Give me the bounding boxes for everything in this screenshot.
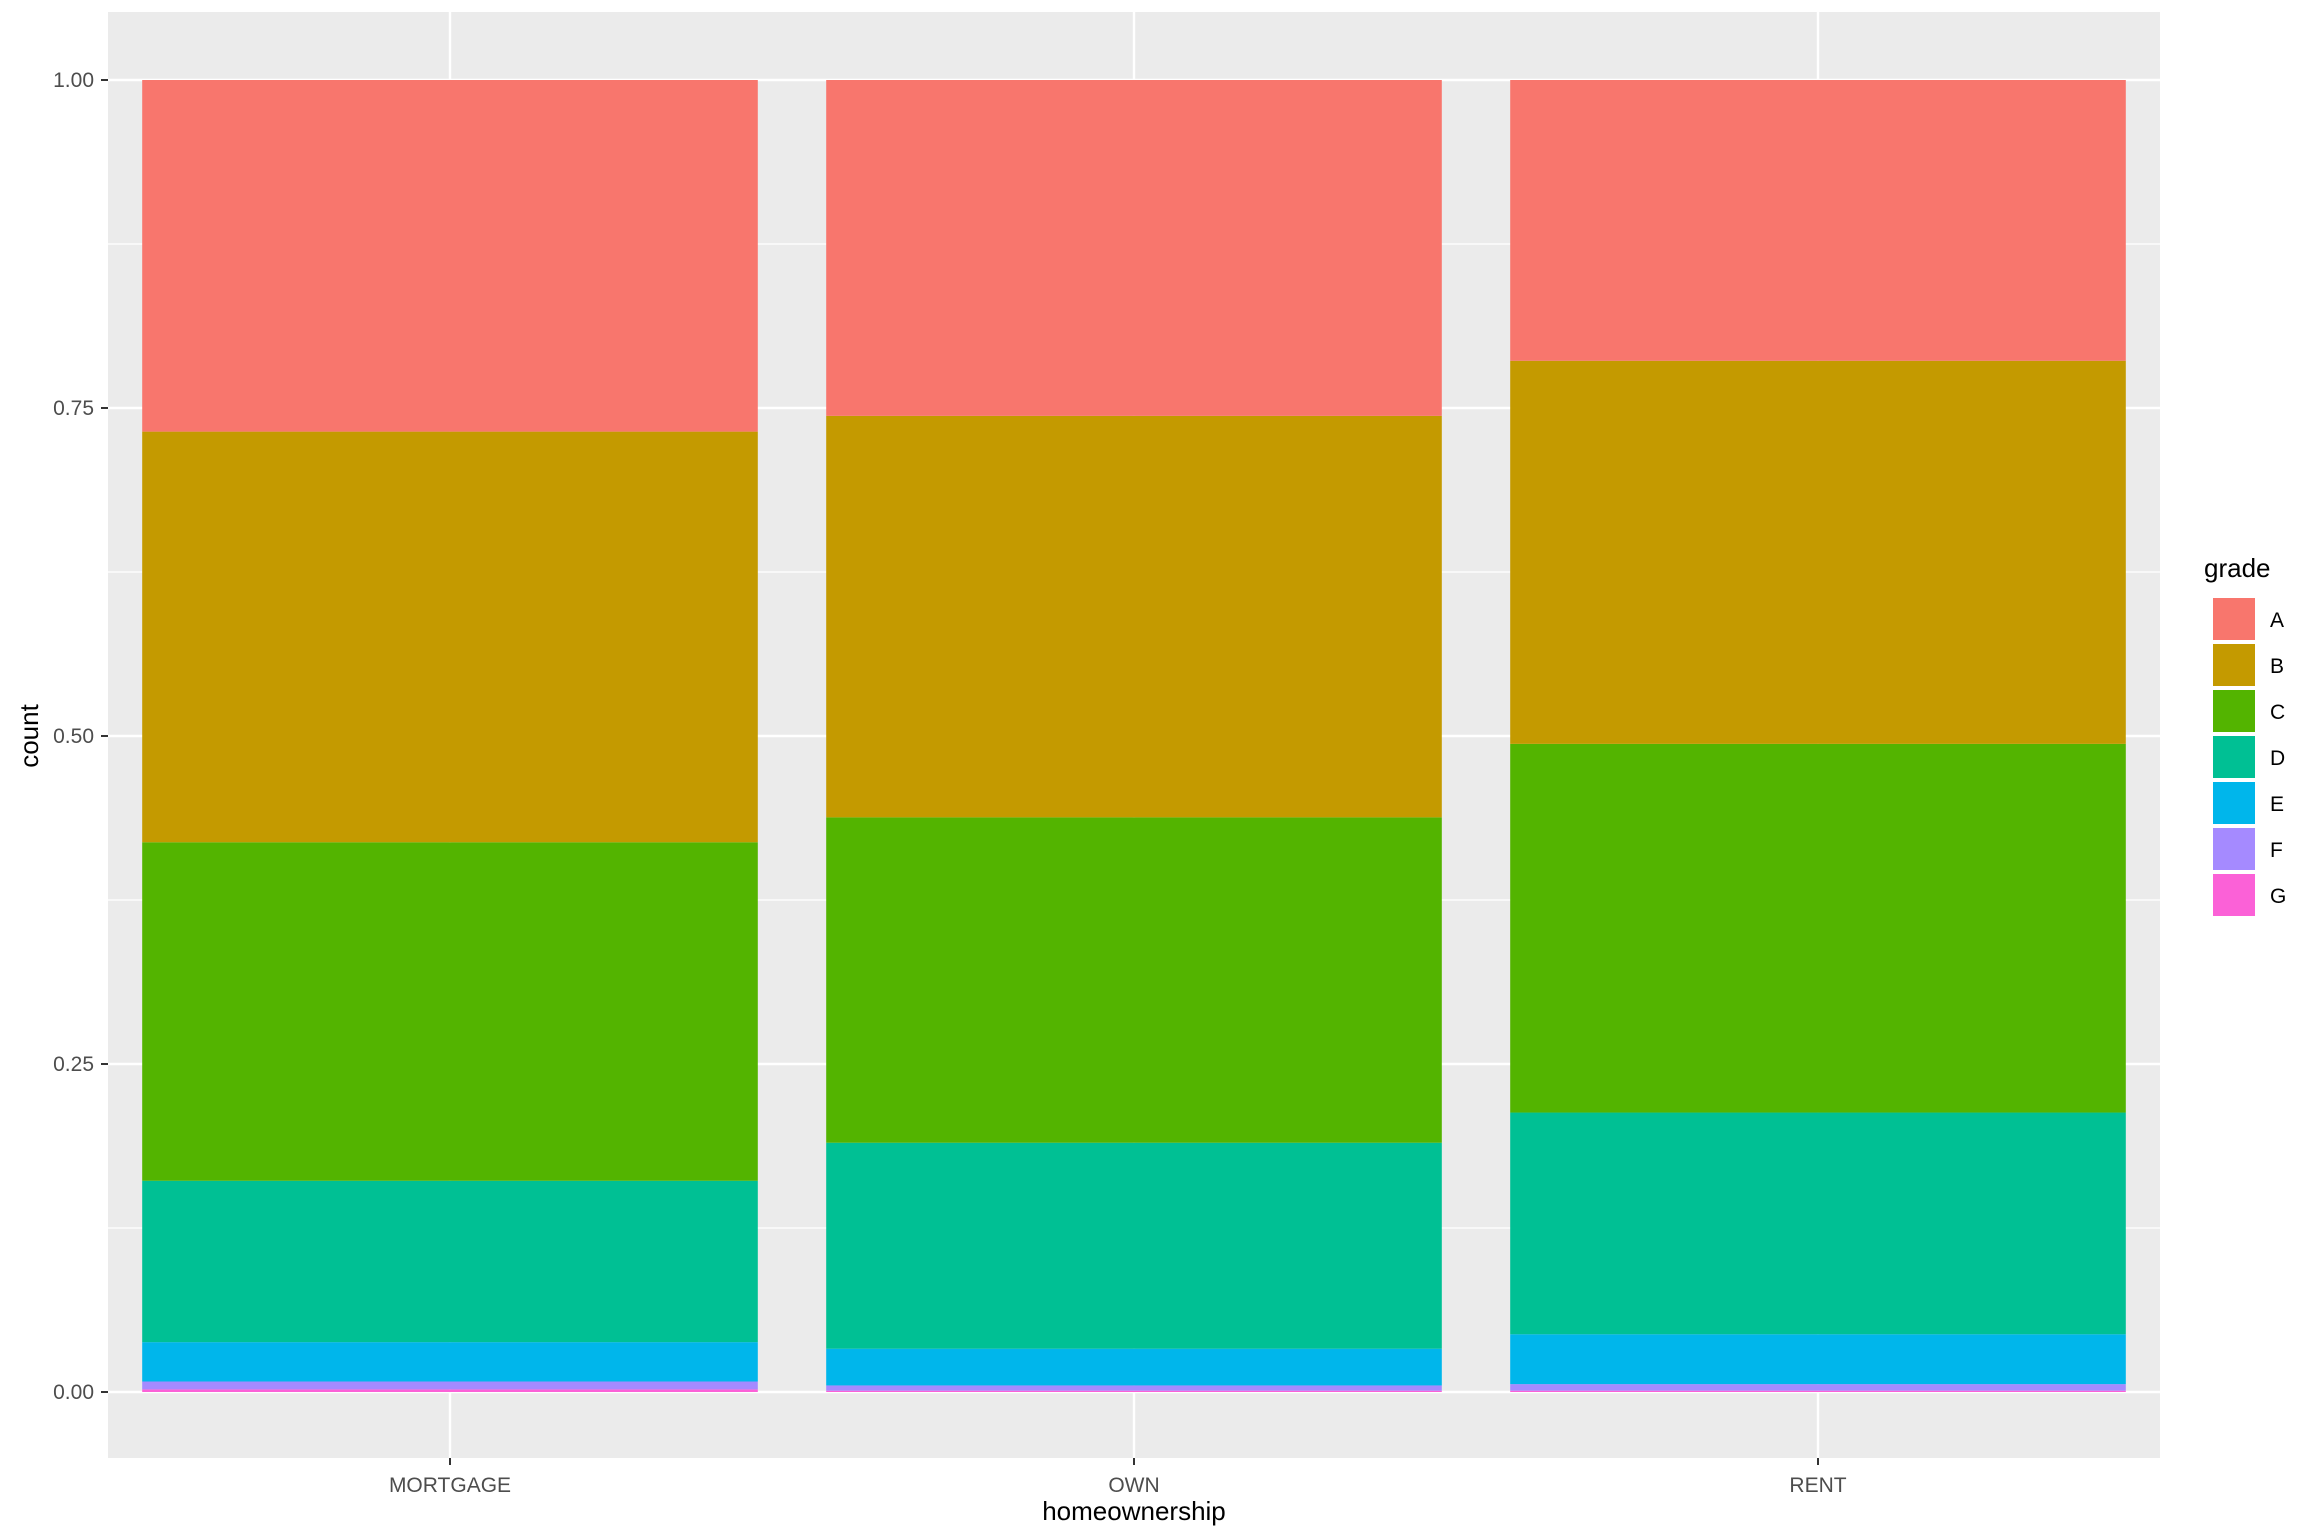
- bar-segment-F: [826, 1385, 1442, 1391]
- y-tick-label: 0.00: [53, 1381, 94, 1404]
- bar-segment-F: [1510, 1384, 2126, 1391]
- legend-key-G: [2211, 872, 2257, 918]
- y-tick-label: 0.50: [53, 725, 94, 748]
- legend-key-F: [2211, 826, 2257, 872]
- bar-segment-E: [1510, 1334, 2126, 1385]
- legend-title: grade: [2204, 553, 2271, 583]
- bar-segment-F: [142, 1381, 758, 1390]
- bar-segment-D: [826, 1142, 1442, 1349]
- y-tick-label: 1.00: [53, 69, 94, 92]
- legend-key-E: [2211, 780, 2257, 826]
- bar-segment-A: [826, 80, 1442, 416]
- x-tick-label: RENT: [1789, 1474, 1846, 1497]
- legend-label: B: [2270, 655, 2284, 678]
- bar-segment-G: [826, 1390, 1442, 1392]
- bar-segment-E: [142, 1342, 758, 1382]
- legend-key-C: [2211, 688, 2257, 734]
- legend-label: E: [2270, 793, 2284, 816]
- x-axis: MORTGAGE OWN RENT: [389, 1458, 1847, 1497]
- y-axis-title: count: [14, 703, 44, 767]
- bar-segment-C: [826, 817, 1442, 1143]
- legend-key-A: [2211, 596, 2257, 642]
- bar-segment-G: [142, 1389, 758, 1392]
- bars: [142, 80, 2126, 1392]
- bar-segment-B: [142, 431, 758, 843]
- x-tick-label: OWN: [1108, 1474, 1159, 1497]
- legend-label: D: [2270, 747, 2285, 770]
- legend-key-B: [2211, 642, 2257, 688]
- bar-segment-C: [1510, 743, 2126, 1113]
- bar-segment-D: [1510, 1112, 2126, 1335]
- bar-segment-C: [142, 842, 758, 1181]
- bar-segment-E: [826, 1348, 1442, 1386]
- bar-segment-A: [142, 80, 758, 432]
- bar-segment-B: [826, 415, 1442, 818]
- legend-label: G: [2270, 885, 2286, 908]
- x-axis-title: homeownership: [1042, 1496, 1226, 1526]
- x-tick-label: MORTGAGE: [389, 1474, 511, 1497]
- legend-label: A: [2270, 609, 2284, 632]
- y-tick-label: 0.75: [53, 397, 94, 420]
- legend-key-D: [2211, 734, 2257, 780]
- bar-segment-G: [1510, 1390, 2126, 1392]
- bar-segment-B: [1510, 360, 2126, 744]
- bar-segment-A: [1510, 80, 2126, 361]
- bar-segment-D: [142, 1180, 758, 1343]
- legend-label: F: [2270, 839, 2283, 862]
- y-axis: 0.00 0.25 0.50 0.75 1.00: [53, 69, 108, 1404]
- y-tick-label: 0.25: [53, 1053, 94, 1076]
- legend-label: C: [2270, 701, 2285, 724]
